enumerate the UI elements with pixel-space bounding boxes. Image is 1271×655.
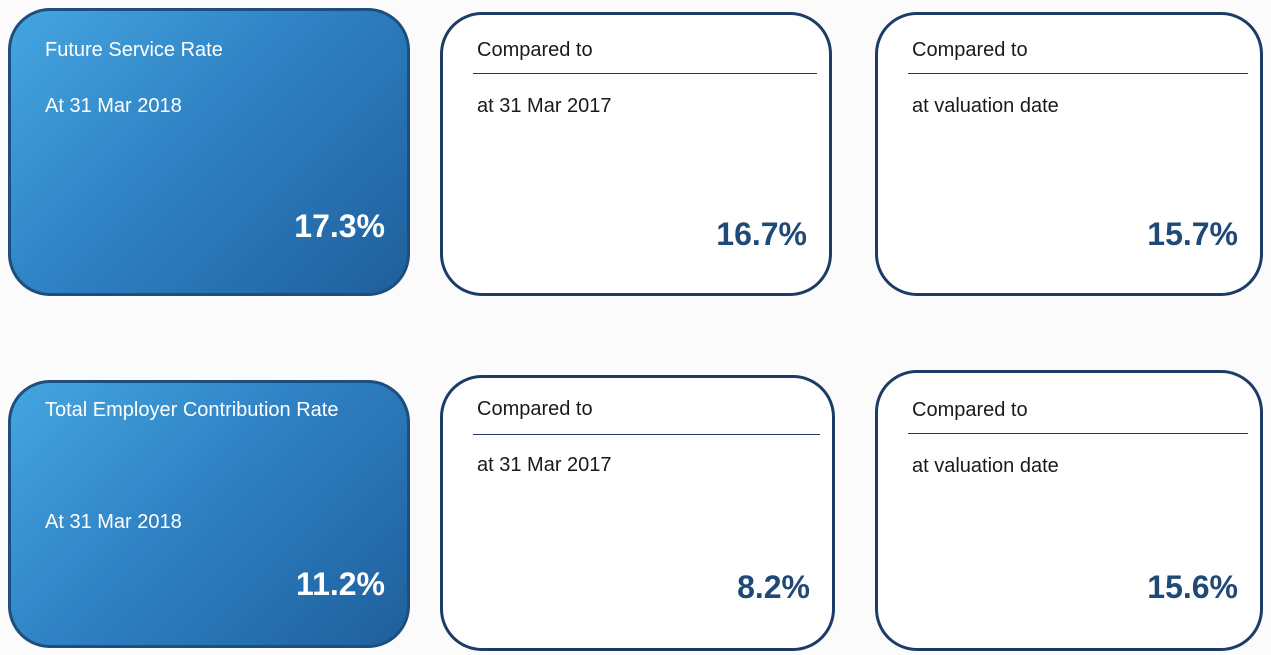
comparison-card: Compared to at 31 Mar 2017 8.2% (440, 375, 835, 651)
divider (473, 73, 817, 74)
divider (473, 434, 820, 435)
card-date: At 31 Mar 2018 (45, 95, 182, 117)
card-heading: Compared to (477, 39, 593, 61)
card-value: 15.6% (1147, 569, 1238, 605)
card-label: at 31 Mar 2017 (477, 95, 612, 117)
card-value: 16.7% (716, 216, 807, 252)
card-value: 11.2% (296, 566, 385, 602)
card-label: at valuation date (912, 455, 1059, 477)
card-heading: Compared to (477, 398, 593, 420)
main-card: Total Employer Contribution Rate At 31 M… (8, 380, 410, 648)
card-label: at 31 Mar 2017 (477, 454, 612, 476)
main-card: Future Service Rate At 31 Mar 2018 17.3% (8, 8, 410, 296)
comparison-card: Compared to at 31 Mar 2017 16.7% (440, 12, 832, 296)
card-value: 17.3% (294, 208, 385, 244)
card-date: At 31 Mar 2018 (45, 511, 182, 533)
divider (908, 433, 1248, 434)
divider (908, 73, 1248, 74)
comparison-card: Compared to at valuation date 15.7% (875, 12, 1263, 296)
card-heading: Compared to (912, 399, 1028, 421)
card-value: 8.2% (737, 569, 810, 605)
card-value: 15.7% (1147, 216, 1238, 252)
card-label: at valuation date (912, 95, 1059, 117)
card-heading: Compared to (912, 39, 1028, 61)
comparison-card: Compared to at valuation date 15.6% (875, 370, 1263, 651)
card-title: Total Employer Contribution Rate (45, 399, 339, 421)
card-title: Future Service Rate (45, 39, 223, 61)
